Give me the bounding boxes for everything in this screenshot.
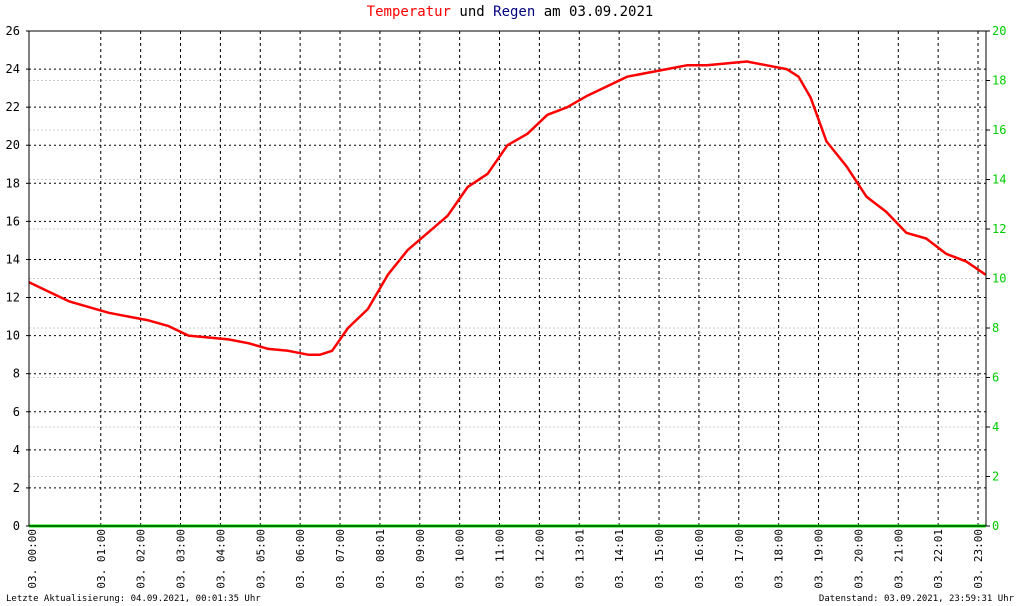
right-tick-label: 8 <box>992 321 999 335</box>
x-tick-label: 03. 13:01 <box>573 529 586 589</box>
x-tick-label: 03. 23:00 <box>972 529 985 589</box>
temperature-series-line <box>28 60 987 356</box>
left-tick-label: 0 <box>13 519 20 533</box>
x-tick-label: 03. 15:00 <box>653 529 666 589</box>
x-tick-label: 03. 03:00 <box>175 529 188 589</box>
x-tick-label: 03. 11:00 <box>494 529 507 589</box>
left-tick-label: 20 <box>6 138 20 152</box>
plot-border <box>28 30 987 527</box>
left-tick-label: 18 <box>6 176 20 190</box>
footer-last-update: Letzte Aktualisierung: 04.09.2021, 00:01… <box>6 594 261 604</box>
x-tick-label: 03. 22:01 <box>932 529 945 589</box>
grid <box>29 31 986 526</box>
left-tick-label: 12 <box>6 291 20 305</box>
left-tick-label: 2 <box>13 481 20 495</box>
left-tick-label: 24 <box>6 62 20 76</box>
x-tick-label: 03. 09:00 <box>414 529 427 589</box>
x-tick-label: 03. 17:00 <box>733 529 746 589</box>
right-tick-label: 2 <box>992 470 999 484</box>
left-tick-label: 16 <box>6 214 20 228</box>
footer-data-status: Datenstand: 03.09.2021, 23:59:31 Uhr <box>818 594 1014 604</box>
x-tick-label: 03. 07:00 <box>334 529 347 589</box>
right-tick-label: 0 <box>992 519 999 533</box>
right-tick-label: 16 <box>992 123 1006 137</box>
x-axis-ticks: 03. 00:00 03. 01:00 03. 02:00 03. 03:00 03. … <box>26 529 985 589</box>
title-temperature: Temperatur <box>366 4 451 20</box>
x-tick-label: 03. 00:00 <box>26 529 39 589</box>
x-tick-label: 03. 06:00 <box>294 529 307 589</box>
x-tick-label: 03. 19:00 <box>813 529 826 589</box>
right-tick-label: 14 <box>992 173 1006 187</box>
right-tick-label: 20 <box>992 24 1006 38</box>
chart-title: Temperatur und Regen am 03.09.2021 <box>0 4 1020 20</box>
x-tick-label: 03. 21:00 <box>892 529 905 589</box>
right-tick-label: 6 <box>992 371 999 385</box>
right-tick-label: 4 <box>992 420 999 434</box>
series <box>28 60 987 528</box>
right-tick-label: 10 <box>992 272 1006 286</box>
left-tick-label: 22 <box>6 100 20 114</box>
title-regen: Regen <box>493 4 536 20</box>
left-tick-label: 8 <box>13 367 20 381</box>
x-tick-label: 03. 01:00 <box>95 529 108 589</box>
left-tick-label: 10 <box>6 329 20 343</box>
x-tick-label: 03. 12:00 <box>533 529 546 589</box>
x-tick-label: 03. 08:01 <box>374 529 387 589</box>
x-tick-label: 03. 05:00 <box>254 529 267 589</box>
title-date: 03.09.2021 <box>569 4 654 20</box>
left-tick-label: 4 <box>13 443 20 457</box>
left-tick-label: 6 <box>13 405 20 419</box>
left-tick-label: 14 <box>6 252 20 266</box>
right-tick-label: 12 <box>992 222 1006 236</box>
x-tick-label: 03. 14:01 <box>613 529 626 589</box>
left-tick-label: 26 <box>6 24 20 38</box>
title-am: am <box>543 4 561 20</box>
right-tick-label: 18 <box>992 74 1006 88</box>
title-und: und <box>459 4 485 20</box>
x-tick-label: 03. 20:00 <box>852 529 865 589</box>
x-tick-label: 03. 16:00 <box>693 529 706 589</box>
x-tick-label: 03. 10:00 <box>454 529 467 589</box>
x-tick-label: 03. 02:00 <box>135 529 148 589</box>
x-tick-label: 03. 18:00 <box>773 529 786 589</box>
x-tick-label: 03. 04:00 <box>214 529 227 589</box>
right-axis-ticks: 0 2 4 6 8 10 12 14 16 18 20 <box>986 24 1006 533</box>
